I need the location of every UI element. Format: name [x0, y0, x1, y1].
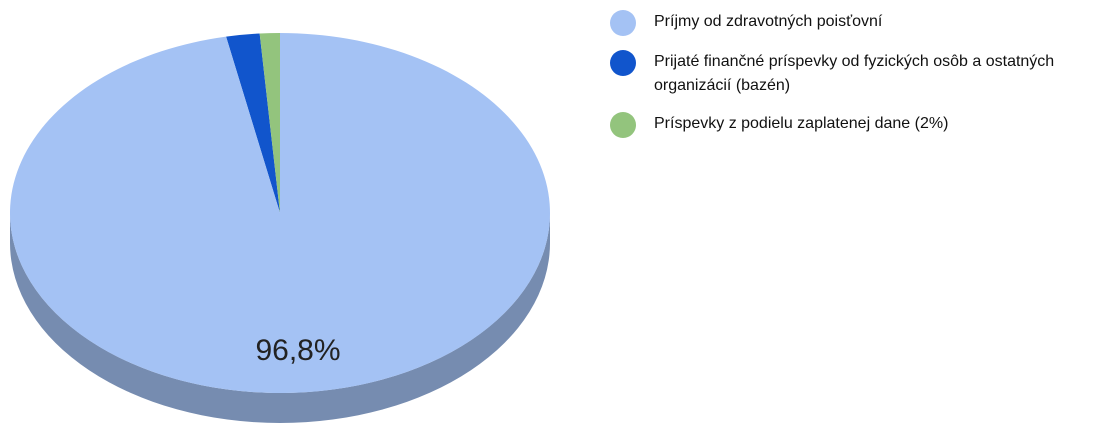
legend-item: Prijaté finančné príspevky od fyzických … — [610, 50, 1080, 98]
pie-depth-layer — [10, 213, 550, 423]
legend-label: Príspevky z podielu zaplatenej dane (2%) — [654, 115, 949, 132]
legend-item: Príjmy od zdravotných poisťovní — [610, 10, 1080, 36]
legend-item: Príspevky z podielu zaplatenej dane (2%) — [610, 112, 1080, 138]
pie-slice-1 — [10, 33, 551, 393]
legend-swatch-icon — [610, 10, 636, 36]
pie-slice-3 — [259, 33, 280, 213]
pie-top-layer — [10, 33, 551, 393]
legend-swatch-icon — [610, 50, 636, 76]
legend-label: Prijaté finančné príspevky od fyzických … — [654, 53, 1055, 94]
pie-slice-2 — [226, 33, 280, 213]
legend-swatch-icon — [610, 112, 636, 138]
pie-slice-side-1 — [10, 213, 550, 423]
legend: Príjmy od zdravotných poisťovní Prijaté … — [610, 10, 1080, 152]
data-label-slice-1: 96,8% — [255, 334, 340, 367]
legend-label: Príjmy od zdravotných poisťovní — [654, 13, 883, 30]
